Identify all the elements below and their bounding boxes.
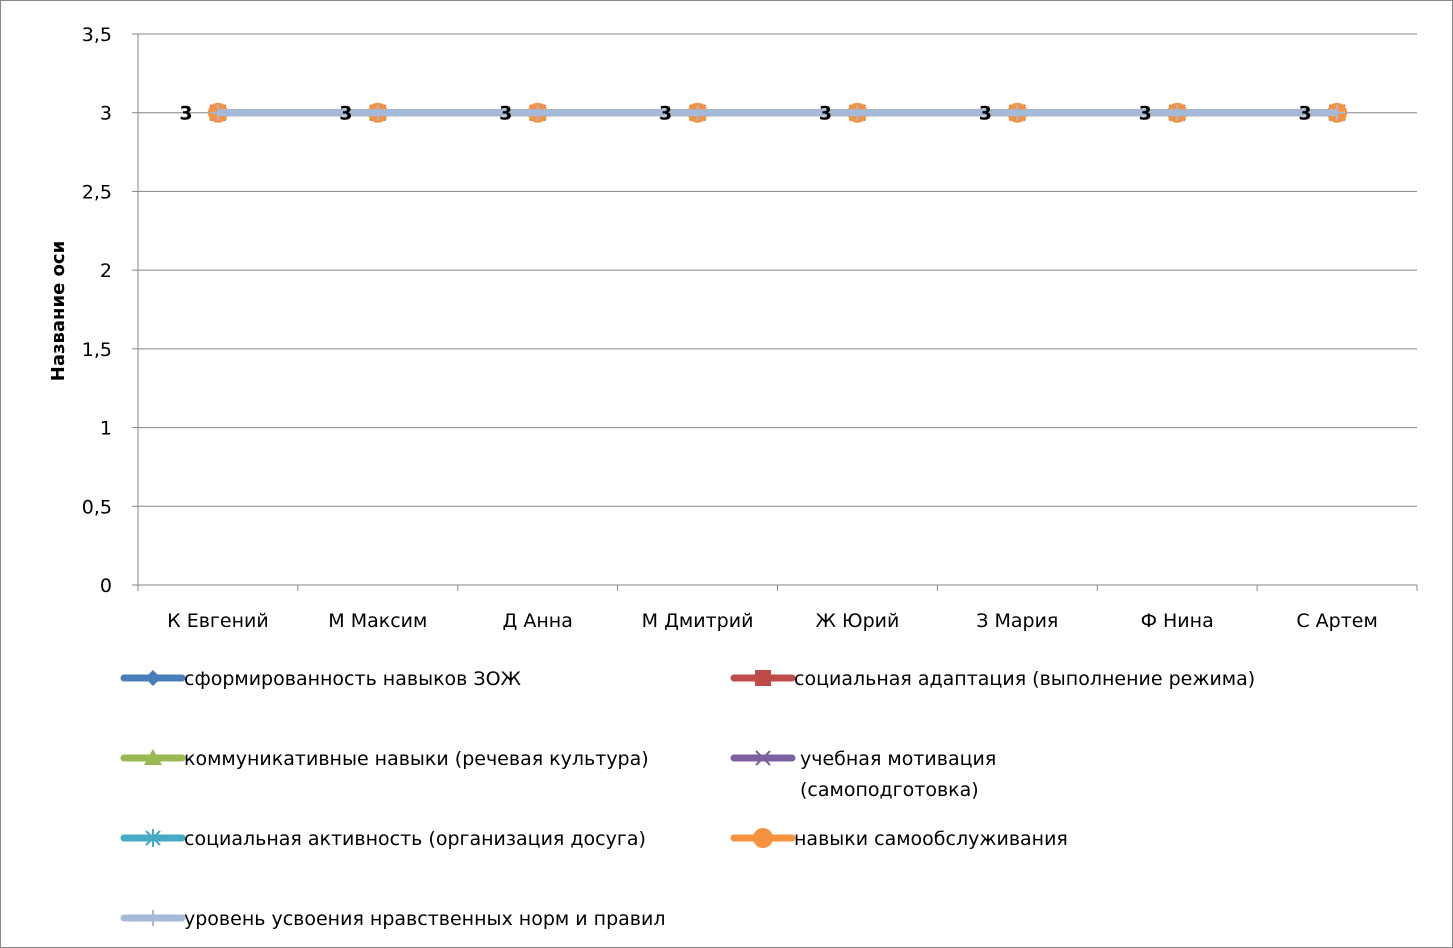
legend-marker-swatch (145, 910, 161, 926)
y-tick-label: 0 (100, 575, 112, 597)
y-tick-label: 1 (100, 418, 112, 440)
y-axis-title: Название оси (48, 241, 69, 381)
legend: сформированность навыков ЗОЖ социальная а… (120, 668, 1255, 930)
legend-item: коммуникативные навыки (речевая культура… (120, 748, 649, 770)
data-labels: 3 3 3 3 3 3 3 3 (179, 103, 1311, 125)
legend-label: социальная адаптация (выполнение режима) (794, 668, 1255, 690)
data-label: 3 (1298, 103, 1311, 125)
data-label: 3 (659, 103, 672, 125)
y-tick-label: 3,5 (82, 24, 112, 46)
y-tick-label: 0,5 (82, 496, 112, 518)
data-label: 3 (179, 103, 192, 125)
x-axis-tick-labels: К Евгений М Максим Д Анна М Дмитрий Ж Юрий З … (167, 610, 1378, 632)
y-tick-label: 1,5 (82, 339, 112, 361)
data-label: 3 (979, 103, 992, 125)
legend-item: социальная активность (организация досуг… (120, 828, 646, 850)
x-tick-label: Ж Юрий (816, 610, 900, 632)
data-label: 3 (339, 103, 352, 125)
y-tick-label: 2 (100, 260, 112, 282)
grid-lines (138, 33, 1417, 507)
legend-label: (самоподготовка) (800, 779, 979, 801)
legend-item: учебная мотивация (самоподготовка) (730, 748, 996, 801)
data-label: 3 (499, 103, 512, 125)
legend-label: уровень усвоения нравственных норм и пра… (184, 908, 665, 930)
x-tick-label: М Максим (328, 610, 427, 632)
legend-item: уровень усвоения нравственных норм и пра… (120, 908, 665, 930)
legend-item: сформированность навыков ЗОЖ (120, 668, 522, 690)
legend-item: навыки самообслуживания (730, 828, 1068, 850)
x-marker-stroke (755, 750, 771, 766)
legend-label: навыки самообслуживания (794, 828, 1068, 850)
series-markers (207, 102, 1348, 123)
legend-marker-swatch (145, 670, 161, 686)
legend-marker-swatch (145, 829, 161, 847)
legend-label: сформированность навыков ЗОЖ (184, 668, 522, 690)
legend-label: учебная мотивация (800, 748, 996, 770)
x-tick-label: С Артем (1296, 610, 1377, 632)
legend-marker-swatch (755, 750, 771, 766)
x-tick-label: М Дмитрий (642, 610, 754, 632)
y-tick-label: 2,5 (82, 181, 112, 203)
y-tick-label: 3 (100, 103, 112, 125)
data-label: 3 (1139, 103, 1152, 125)
x-tick-label: З Мария (976, 610, 1058, 632)
triangle-marker (144, 749, 162, 765)
x-tick-label: Д Анна (503, 610, 573, 632)
legend-label: социальная активность (организация досуг… (184, 828, 646, 850)
legend-marker-swatch (755, 670, 771, 686)
x-tick-label: Ф Нина (1141, 610, 1214, 632)
diamond-marker (145, 670, 161, 686)
x-tick-label: К Евгений (167, 610, 269, 632)
data-label: 3 (819, 103, 832, 125)
square-marker (755, 670, 771, 686)
legend-marker-swatch (753, 828, 773, 848)
axes (132, 33, 1418, 591)
legend-item: социальная адаптация (выполнение режима) (730, 668, 1255, 690)
legend-marker-swatch (144, 749, 162, 765)
legend-label: коммуникативные навыки (речевая культура… (184, 748, 649, 770)
y-axis-tick-labels: 0 0,5 1 1,5 2 2,5 3 3,5 (82, 24, 112, 597)
circle-marker (753, 828, 773, 848)
